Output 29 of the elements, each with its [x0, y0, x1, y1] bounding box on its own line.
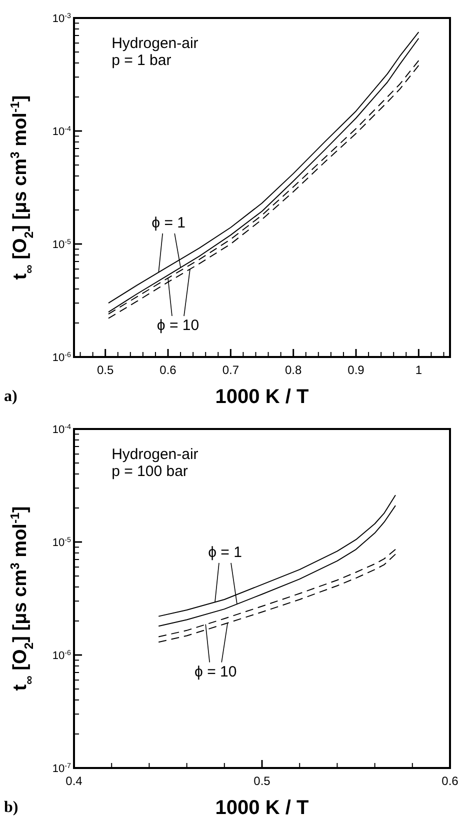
annotation: ϕ = 1: [152, 214, 186, 232]
x-tick-label: 0.5: [96, 363, 114, 377]
y-tick-label: 10$^{-5}$: [52, 238, 72, 251]
x-axis-title: 1000 K / T: [215, 797, 309, 819]
x-tick-label: 0.7: [222, 363, 240, 377]
y-tick-label: 10$^{-4}$: [52, 422, 72, 436]
x-tick-label: 1: [415, 363, 422, 377]
text: b): [4, 799, 18, 816]
annotation: p = 1 bar: [112, 52, 172, 69]
y-tick-label: 10$^{-6}$: [52, 648, 72, 662]
y-tick-label: 10$^{-5}$: [52, 536, 72, 549]
annotation: ϕ = 10: [194, 663, 237, 680]
x-tick-label: 0.4: [66, 774, 83, 788]
annotation: ϕ = 1: [208, 544, 242, 561]
x-tick-label: 0.8: [284, 363, 302, 377]
x-tick-label: 0.9: [348, 363, 365, 377]
x-axis-title: 1000 K / T: [215, 386, 309, 408]
annotation: Hydrogen-air: [112, 446, 198, 463]
annotation: ϕ = 10: [156, 317, 200, 334]
y-tick-label: 10$^{-4}$: [52, 124, 72, 138]
annotation: p = 100 bar: [112, 463, 188, 480]
x-tick-label: 0.6: [442, 774, 458, 788]
y-tick-label: 10$^{-7}$: [52, 762, 72, 775]
annotation: Hydrogen-air: [112, 35, 198, 52]
x-tick-label: 0.5: [254, 774, 271, 788]
y-tick-label: 10$^{-3}$: [52, 12, 72, 25]
text: a): [4, 388, 18, 405]
x-tick-label: 0.6: [160, 363, 177, 377]
y-tick-label: 10$^{-6}$: [52, 350, 72, 364]
